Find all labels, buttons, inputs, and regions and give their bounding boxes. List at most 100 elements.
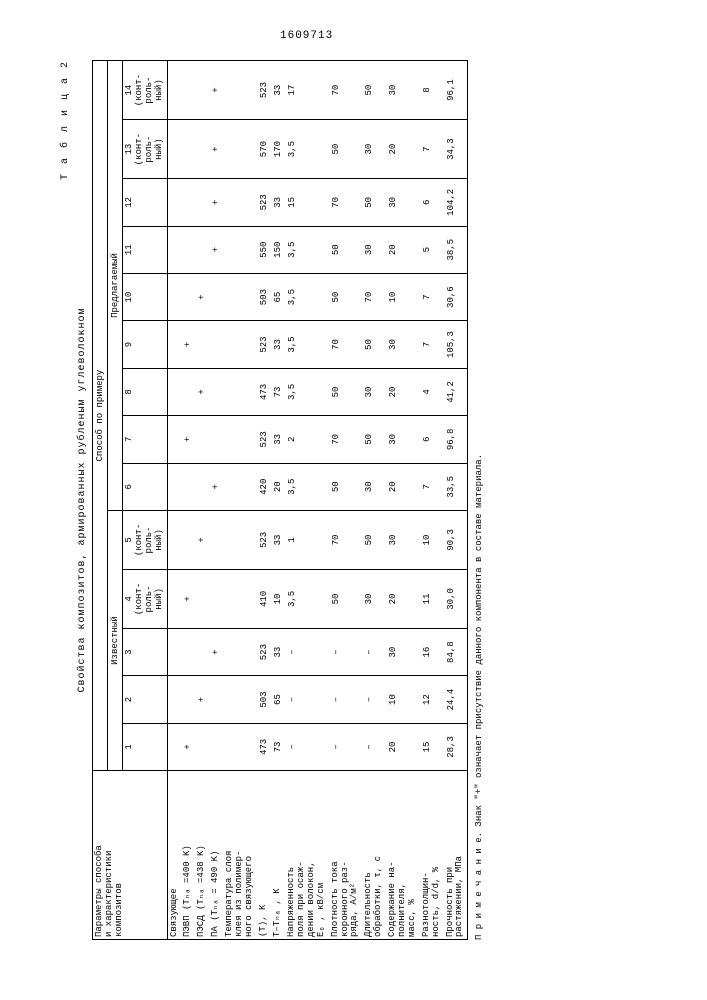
cell: 410 bbox=[257, 569, 271, 628]
col-header: 11 bbox=[123, 226, 168, 273]
cell bbox=[181, 226, 195, 273]
cell: 33 bbox=[271, 416, 285, 463]
cell: 73 bbox=[271, 368, 285, 415]
cell: 33 bbox=[271, 61, 285, 120]
cell: 41,2 bbox=[444, 368, 468, 415]
cell: + bbox=[209, 226, 223, 273]
cell: 30 bbox=[386, 510, 420, 569]
cell: 50 bbox=[362, 179, 386, 226]
cell bbox=[167, 416, 181, 463]
cell: 523 bbox=[257, 321, 271, 368]
cell: 84,8 bbox=[444, 628, 468, 675]
cell: 30 bbox=[362, 226, 386, 273]
cell: 7 bbox=[420, 321, 444, 368]
cell bbox=[167, 723, 181, 770]
cell: 96,8 bbox=[444, 416, 468, 463]
cell bbox=[223, 676, 257, 723]
cell bbox=[209, 510, 223, 569]
cell bbox=[223, 510, 257, 569]
cell: 7 bbox=[420, 120, 444, 179]
cell: + bbox=[195, 510, 209, 569]
cell: + bbox=[181, 416, 195, 463]
table-title: Свойства композитов, армированных рублен… bbox=[77, 60, 88, 940]
row-label: Т–Тₙₐ , К bbox=[271, 771, 285, 940]
cell bbox=[167, 120, 181, 179]
cell: 105,3 bbox=[444, 321, 468, 368]
row-label: Температура слоя клея из полимер- ного с… bbox=[223, 771, 257, 940]
cell bbox=[209, 416, 223, 463]
cell bbox=[195, 179, 209, 226]
cell bbox=[195, 61, 209, 120]
cell: – bbox=[329, 628, 363, 675]
cell bbox=[209, 676, 223, 723]
cell: 3,5 bbox=[285, 321, 329, 368]
cell: + bbox=[195, 273, 209, 320]
cell: 1 bbox=[285, 510, 329, 569]
cell: 50 bbox=[362, 61, 386, 120]
cell bbox=[195, 321, 209, 368]
cell: 10 bbox=[386, 676, 420, 723]
cell: 3,5 bbox=[285, 463, 329, 510]
cell: 30 bbox=[362, 463, 386, 510]
col-header: 13 (конт- роль- ный) bbox=[123, 120, 168, 179]
cell: 30 bbox=[362, 569, 386, 628]
cell: + bbox=[209, 179, 223, 226]
group-left: Известный bbox=[108, 510, 123, 770]
col-header: 3 bbox=[123, 628, 168, 675]
cell bbox=[167, 510, 181, 569]
col-header: 8 bbox=[123, 368, 168, 415]
row-label: ПА (Тₙₐ = 490 K) bbox=[209, 771, 223, 940]
cell: 30 bbox=[386, 321, 420, 368]
cell bbox=[195, 463, 209, 510]
cell: + bbox=[181, 569, 195, 628]
col-header: 5 (конт- роль- ный) bbox=[123, 510, 168, 569]
cell: 8 bbox=[420, 61, 444, 120]
cell: 50 bbox=[362, 510, 386, 569]
cell: 170 bbox=[271, 120, 285, 179]
cell: 50 bbox=[329, 226, 363, 273]
cell: 523 bbox=[257, 179, 271, 226]
cell: 12 bbox=[420, 676, 444, 723]
cell: 3,5 bbox=[285, 569, 329, 628]
cell: 33 bbox=[271, 321, 285, 368]
cell: 15 bbox=[420, 723, 444, 770]
cell: + bbox=[209, 61, 223, 120]
cell bbox=[223, 321, 257, 368]
cell bbox=[223, 179, 257, 226]
row-label: Плотность тока коронного раз- ряда, А/м² bbox=[329, 771, 363, 940]
cell: 3,5 bbox=[285, 226, 329, 273]
cell bbox=[181, 628, 195, 675]
cell: 17 bbox=[285, 61, 329, 120]
row-label: Прочность при растяжении, МПа bbox=[444, 771, 468, 940]
cell: 20 bbox=[271, 463, 285, 510]
cell bbox=[209, 273, 223, 320]
cell: + bbox=[209, 628, 223, 675]
cell: 50 bbox=[329, 569, 363, 628]
cell: 550 bbox=[257, 226, 271, 273]
cell bbox=[181, 676, 195, 723]
cell: 33,5 bbox=[444, 463, 468, 510]
cell: 523 bbox=[257, 628, 271, 675]
cell: 50 bbox=[329, 120, 363, 179]
cell: 73 bbox=[271, 723, 285, 770]
cell bbox=[223, 723, 257, 770]
group-top: Способ по примеру bbox=[93, 61, 108, 771]
cell: 70 bbox=[329, 61, 363, 120]
cell: 10 bbox=[271, 569, 285, 628]
cell bbox=[167, 61, 181, 120]
cell: 16 bbox=[420, 628, 444, 675]
cell bbox=[167, 321, 181, 368]
cell: 30 bbox=[362, 120, 386, 179]
cell: 20 bbox=[386, 226, 420, 273]
row-label: Содержание на- полнителя, масс, % bbox=[386, 771, 420, 940]
cell: 70 bbox=[329, 321, 363, 368]
cell: + bbox=[181, 723, 195, 770]
cell bbox=[181, 463, 195, 510]
cell: 6 bbox=[420, 179, 444, 226]
cell: 50 bbox=[362, 321, 386, 368]
cell: 30,0 bbox=[444, 569, 468, 628]
row-header-label: Параметры способа и характеристики компо… bbox=[93, 771, 168, 940]
cell: 70 bbox=[329, 179, 363, 226]
cell bbox=[195, 723, 209, 770]
table-label: Т а б л и ц а 2 bbox=[60, 60, 71, 940]
